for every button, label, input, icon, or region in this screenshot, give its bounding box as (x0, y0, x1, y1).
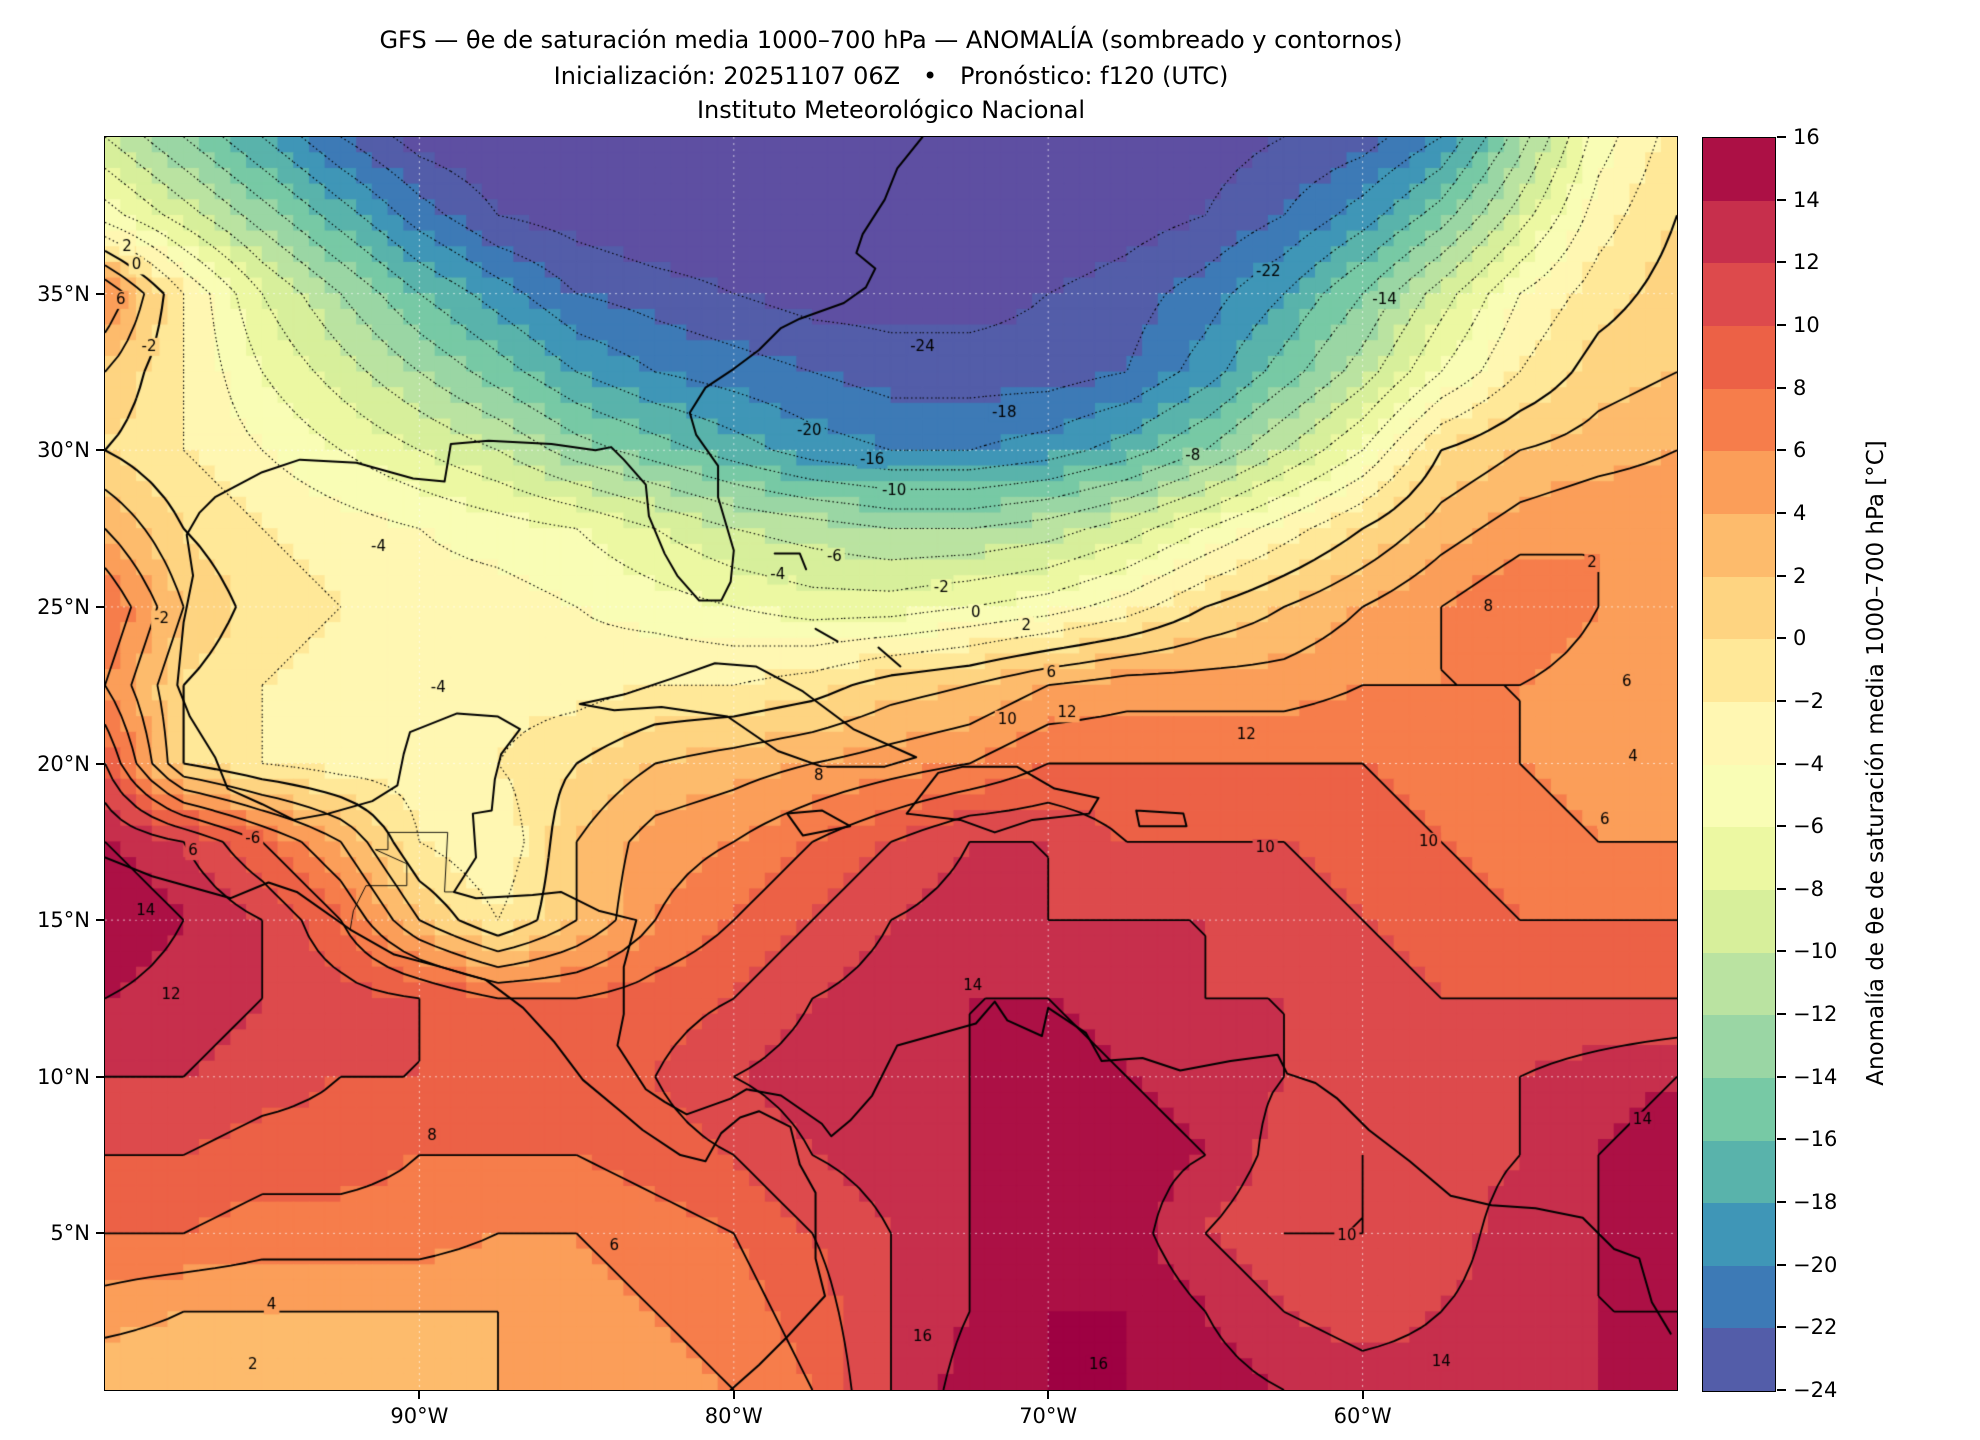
colorbar (1702, 137, 1776, 1392)
colorbar-tick-label: −2 (1793, 688, 1824, 713)
colorbar-tick (1777, 950, 1786, 953)
anomaly-map-canvas (105, 137, 1677, 1390)
colorbar-tick-label: 16 (1793, 125, 1820, 149)
colorbar-tick (1777, 887, 1786, 890)
y-axis-tick (96, 292, 105, 295)
colorbar-tick-label: 14 (1793, 187, 1820, 212)
colorbar-segment (1703, 1015, 1775, 1078)
y-axis-tick-label: 30°N (37, 438, 90, 463)
colorbar-segment (1703, 1140, 1775, 1204)
colorbar-tick (1777, 1201, 1786, 1204)
colorbar-tick (1777, 574, 1786, 577)
colorbar-tick-label: 2 (1793, 563, 1807, 588)
colorbar-segment (1703, 451, 1775, 514)
colorbar-tick (1777, 136, 1786, 138)
colorbar-tick (1777, 511, 1786, 514)
colorbar-tick (1777, 1389, 1786, 1391)
colorbar-tick-label: −22 (1793, 1315, 1838, 1340)
x-axis-tick (732, 1390, 735, 1399)
colorbar-segment (1703, 1328, 1775, 1392)
colorbar-tick (1777, 449, 1786, 452)
y-axis-tick (96, 1075, 105, 1078)
colorbar-axis-label: Anomalía de θe de saturación media 1000–… (1863, 440, 1889, 1086)
colorbar-tick (1777, 1263, 1786, 1266)
chart-title: GFS — θe de saturación media 1000–700 hP… (379, 26, 1403, 54)
colorbar-tick (1777, 762, 1786, 765)
colorbar-tick-label: 8 (1793, 375, 1807, 400)
x-axis-tick (1361, 1390, 1364, 1399)
x-axis-tick-label: 60°W (1333, 1404, 1392, 1428)
y-axis-tick (96, 449, 105, 452)
colorbar-tick (1777, 386, 1786, 389)
y-axis-tick (96, 605, 105, 608)
colorbar-tick-label: −4 (1793, 751, 1824, 776)
colorbar-tick-label: −18 (1793, 1190, 1838, 1215)
colorbar-segment (1703, 513, 1775, 577)
colorbar-tick-label: 12 (1793, 250, 1820, 275)
x-axis-tick-label: 70°W (1019, 1404, 1078, 1428)
y-axis-tick-label: 20°N (37, 751, 90, 776)
y-axis-tick-label: 5°N (50, 1221, 90, 1246)
x-axis-tick-label: 90°W (390, 1404, 449, 1428)
colorbar-tick (1777, 1075, 1786, 1078)
colorbar-tick (1777, 323, 1786, 326)
colorbar-tick-label: −24 (1793, 1378, 1838, 1402)
colorbar-tick-label: 10 (1793, 312, 1820, 337)
colorbar-tick-label: −16 (1793, 1127, 1838, 1152)
colorbar-segment (1703, 764, 1775, 828)
colorbar-segment (1703, 200, 1775, 264)
colorbar-tick (1777, 637, 1786, 640)
colorbar-segment (1703, 701, 1775, 765)
colorbar-tick (1777, 825, 1786, 828)
y-axis-tick (96, 762, 105, 765)
colorbar-tick-label: −12 (1793, 1002, 1838, 1027)
y-axis-tick-label: 35°N (37, 281, 90, 306)
map-plot-area (104, 136, 1678, 1391)
colorbar-segment (1703, 1265, 1775, 1329)
colorbar-tick-label: −6 (1793, 814, 1824, 839)
x-axis-tick (1047, 1390, 1050, 1399)
colorbar-segment (1703, 827, 1775, 890)
colorbar-segment (1703, 388, 1775, 452)
colorbar-tick-label: −8 (1793, 876, 1824, 901)
colorbar-segment (1703, 1203, 1775, 1266)
colorbar-tick (1777, 699, 1786, 702)
colorbar-segment (1703, 639, 1775, 702)
colorbar-tick (1777, 261, 1786, 264)
y-axis-tick (96, 919, 105, 922)
chart-subtitle-init-forecast: Inicialización: 20251107 06Z • Pronóstic… (553, 62, 1229, 90)
colorbar-segment (1703, 138, 1775, 201)
colorbar-tick-label: −10 (1793, 939, 1838, 964)
y-axis-tick-label: 25°N (37, 594, 90, 619)
colorbar-tick (1777, 1013, 1786, 1016)
colorbar-tick-label: −14 (1793, 1064, 1838, 1089)
y-axis-tick (96, 1232, 105, 1235)
colorbar-tick (1777, 1326, 1786, 1329)
colorbar-tick-label: 0 (1793, 626, 1807, 651)
colorbar-tick-label: 4 (1793, 500, 1807, 525)
colorbar-tick-label: 6 (1793, 438, 1807, 463)
colorbar-segment (1703, 325, 1775, 389)
y-axis-tick-label: 10°N (37, 1064, 90, 1089)
colorbar-segment (1703, 1077, 1775, 1141)
y-axis-tick-label: 15°N (37, 908, 90, 933)
x-axis-tick-label: 80°W (704, 1404, 763, 1428)
colorbar-segment (1703, 263, 1775, 326)
colorbar-tick-label: −20 (1793, 1252, 1838, 1277)
colorbar-tick (1777, 198, 1786, 201)
colorbar-segment (1703, 952, 1775, 1016)
chart-source-institute: Instituto Meteorológico Nacional (696, 96, 1086, 124)
x-axis-tick (418, 1390, 421, 1399)
colorbar-tick (1777, 1138, 1786, 1141)
colorbar-segment (1703, 576, 1775, 640)
colorbar-segment (1703, 889, 1775, 953)
